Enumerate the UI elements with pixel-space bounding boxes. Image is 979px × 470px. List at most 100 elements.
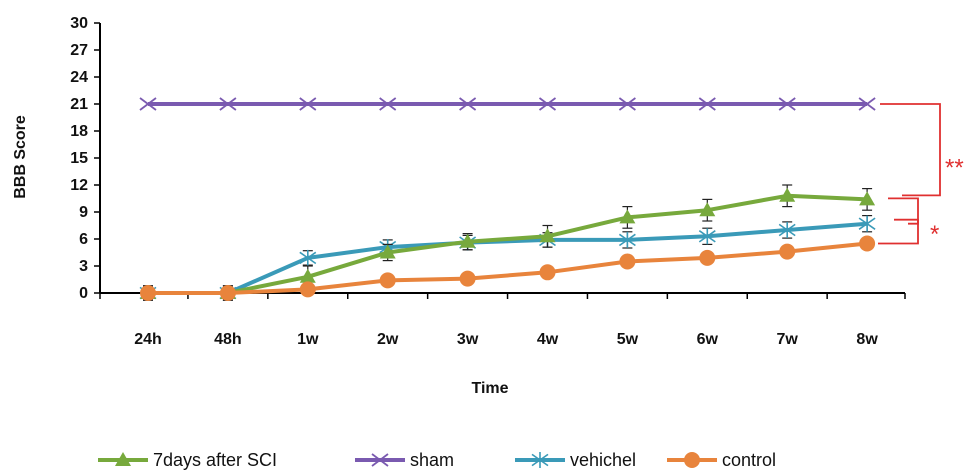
triangle-marker-shape (699, 202, 716, 217)
data-point (379, 244, 396, 259)
annotations: *** (878, 103, 964, 248)
data-point (538, 97, 557, 111)
series-sham (139, 97, 876, 111)
data-point (699, 249, 716, 266)
data-point (459, 97, 477, 111)
x-marker-stroke (371, 453, 389, 467)
series-line (148, 193, 868, 295)
data-point (219, 285, 236, 301)
data-point (379, 97, 397, 111)
y-tick-label: 12 (70, 177, 88, 194)
axes: 0 3 6 9 12 15 18 21 24 27 30 24h 48h 1w 2w 3w 4w 5w 6w 7w 8w (70, 15, 906, 348)
data-point (858, 215, 876, 232)
circle-marker-shape (379, 272, 396, 289)
circle-marker-shape (459, 270, 476, 287)
data-point (379, 272, 396, 289)
circle-marker-shape (699, 249, 716, 266)
y-tick-label: 0 (79, 285, 88, 302)
legend-item: vehichel (515, 450, 636, 470)
legend-item: 7days after SCI (98, 450, 277, 470)
data-point (778, 97, 796, 111)
x-tick-label: 3w (457, 331, 479, 348)
triangle-marker-shape (115, 452, 131, 466)
x-marker-stroke (379, 97, 397, 111)
x-marker-stroke (139, 97, 157, 111)
data-point (299, 268, 316, 283)
bracket-7days-vehichel (888, 197, 919, 225)
y-tick-label: 3 (79, 258, 88, 275)
data-point (618, 97, 636, 111)
data-point (859, 191, 876, 206)
data-point (859, 235, 876, 252)
sig-label-double: ** (945, 154, 964, 181)
legend-label: sham (410, 450, 454, 470)
x-marker-stroke (538, 97, 557, 111)
legend-marker-icon (531, 452, 549, 468)
data-point (779, 243, 796, 260)
data-point (139, 97, 157, 111)
triangle-marker-shape (619, 209, 636, 224)
data-point (299, 97, 317, 111)
triangle-marker-shape (299, 268, 316, 283)
triangle-marker-shape (539, 228, 556, 243)
data-point (539, 264, 556, 281)
legend-marker-icon (115, 452, 131, 466)
data-point (698, 228, 716, 245)
x-marker-stroke (698, 97, 716, 111)
bracket-vehichel-control (878, 218, 919, 245)
circle-marker-shape (219, 285, 236, 301)
x-tick-label: 5w (617, 331, 639, 348)
legend-item: control (667, 450, 776, 470)
data-point (778, 222, 796, 238)
y-tick-label: 15 (70, 150, 88, 167)
legend-label: 7days after SCI (153, 450, 277, 470)
data-point (858, 97, 876, 111)
series-line (148, 241, 868, 295)
triangle-marker-shape (379, 244, 396, 259)
x-tick-label: 2w (377, 331, 399, 348)
sig-label-single: * (930, 221, 939, 248)
data-point (619, 209, 636, 224)
data-point (539, 228, 556, 243)
x-tick-label: 8w (856, 331, 878, 348)
x-marker-stroke (618, 97, 636, 111)
data-point (618, 231, 636, 248)
x-tick-label: 48h (214, 331, 242, 348)
data-point (299, 249, 317, 266)
data-point (140, 285, 156, 301)
data-point (459, 233, 476, 248)
legend-marker-icon (684, 452, 700, 468)
data-point (779, 187, 796, 202)
x-tick-label: 7w (777, 331, 799, 348)
y-tick-label: 9 (79, 204, 88, 221)
triangle-marker-shape (779, 187, 796, 202)
y-tick-label: 6 (79, 231, 88, 248)
y-axis-title: BBB Score (12, 115, 29, 199)
data-point (699, 202, 716, 217)
x-tick-label: 1w (297, 331, 319, 348)
x-tick-label: 6w (697, 331, 719, 348)
circle-marker-shape (299, 281, 316, 298)
legend-label: control (722, 450, 776, 470)
y-tick-label: 24 (70, 69, 88, 86)
x-tick-label: 4w (537, 331, 559, 348)
x-axis-title: Time (471, 380, 508, 397)
x-tick-label: 24h (134, 331, 162, 348)
series-layer (139, 97, 876, 301)
data-point (299, 281, 316, 298)
x-marker-stroke (299, 97, 317, 111)
x-marker-stroke (459, 97, 477, 111)
legend-marker-icon (371, 453, 389, 467)
circle-marker-shape (539, 264, 556, 281)
y-tick-label: 27 (70, 42, 88, 59)
circle-marker-shape (779, 243, 796, 260)
circle-marker-shape (619, 253, 636, 270)
triangle-marker-shape (459, 233, 476, 248)
data-point (698, 97, 716, 111)
bracket-sham-7days (880, 103, 941, 197)
y-tick-label: 21 (70, 96, 88, 113)
series-line (148, 221, 868, 295)
legend-item: sham (355, 450, 454, 470)
legend-label: vehichel (570, 450, 636, 470)
